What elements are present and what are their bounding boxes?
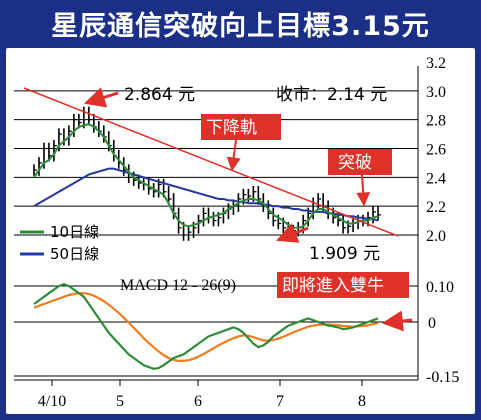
macd-y-tick-label: -0.15 bbox=[426, 369, 459, 386]
breakout-callout: 突破 bbox=[338, 153, 372, 173]
macd-callout-box bbox=[277, 272, 409, 298]
macd-diff-line bbox=[33, 283, 379, 370]
price-y-tick-label: 2.6 bbox=[426, 142, 446, 159]
macd-y-tick-label: 0.10 bbox=[426, 279, 454, 296]
low-label: 1.909 元 bbox=[309, 244, 380, 264]
resistance-callout: 下降軌 bbox=[206, 118, 257, 138]
macd-callout: 即將進入雙牛 bbox=[282, 276, 384, 296]
legend-label-ma10: 10日線 bbox=[50, 223, 99, 241]
low-arrow bbox=[276, 223, 309, 243]
breakout-callout-box bbox=[328, 149, 392, 175]
resistance-arrow bbox=[226, 139, 241, 172]
breakout-arrow bbox=[356, 174, 371, 207]
price-y-tick-label: 2.4 bbox=[426, 170, 446, 187]
x-tick-label: 7 bbox=[276, 393, 284, 410]
macd-title: MACD 12 - 26(9) bbox=[120, 277, 236, 294]
x-tick-label: 8 bbox=[358, 393, 366, 410]
macd-y-tick-label: 0 bbox=[428, 315, 436, 332]
macd-gridlines bbox=[14, 66, 419, 381]
high-label: 2.864 元 bbox=[124, 85, 195, 105]
price-y-tick-label: 3.2 bbox=[426, 55, 446, 72]
x-tick-label: 4/10 bbox=[38, 393, 66, 410]
price-y-tick-label: 2.0 bbox=[426, 228, 446, 245]
x-tick-label: 6 bbox=[194, 393, 202, 410]
ma10-line bbox=[33, 122, 379, 229]
legend-label-ma50: 50日線 bbox=[50, 245, 99, 263]
chart-title: 星辰通信突破向上目標3.15元 bbox=[51, 10, 430, 42]
resistance-callout-box bbox=[201, 114, 281, 140]
downtrend-line bbox=[23, 87, 399, 237]
macd-arrow bbox=[381, 310, 413, 332]
legend: 10日線 50日線 bbox=[20, 223, 99, 263]
macd-dea-line bbox=[33, 292, 379, 362]
price-y-tick-label: 2.2 bbox=[426, 199, 446, 216]
price-y-tick-label: 3.0 bbox=[426, 84, 446, 101]
close-label: 收市：2.14 元 bbox=[276, 85, 387, 105]
y-axis-ticks: 2.0 2.2 2.4 2.6 2.8 3.0 3.2 0.10 0 -0.15 bbox=[426, 55, 459, 386]
x-tick-label: 5 bbox=[116, 393, 124, 410]
price-y-tick-label: 2.8 bbox=[426, 113, 446, 130]
high-arrow bbox=[83, 87, 119, 108]
x-axis-ticks: 4/10 5 6 7 8 bbox=[38, 380, 366, 410]
series-lines bbox=[33, 122, 379, 370]
ma50-line bbox=[33, 167, 379, 222]
